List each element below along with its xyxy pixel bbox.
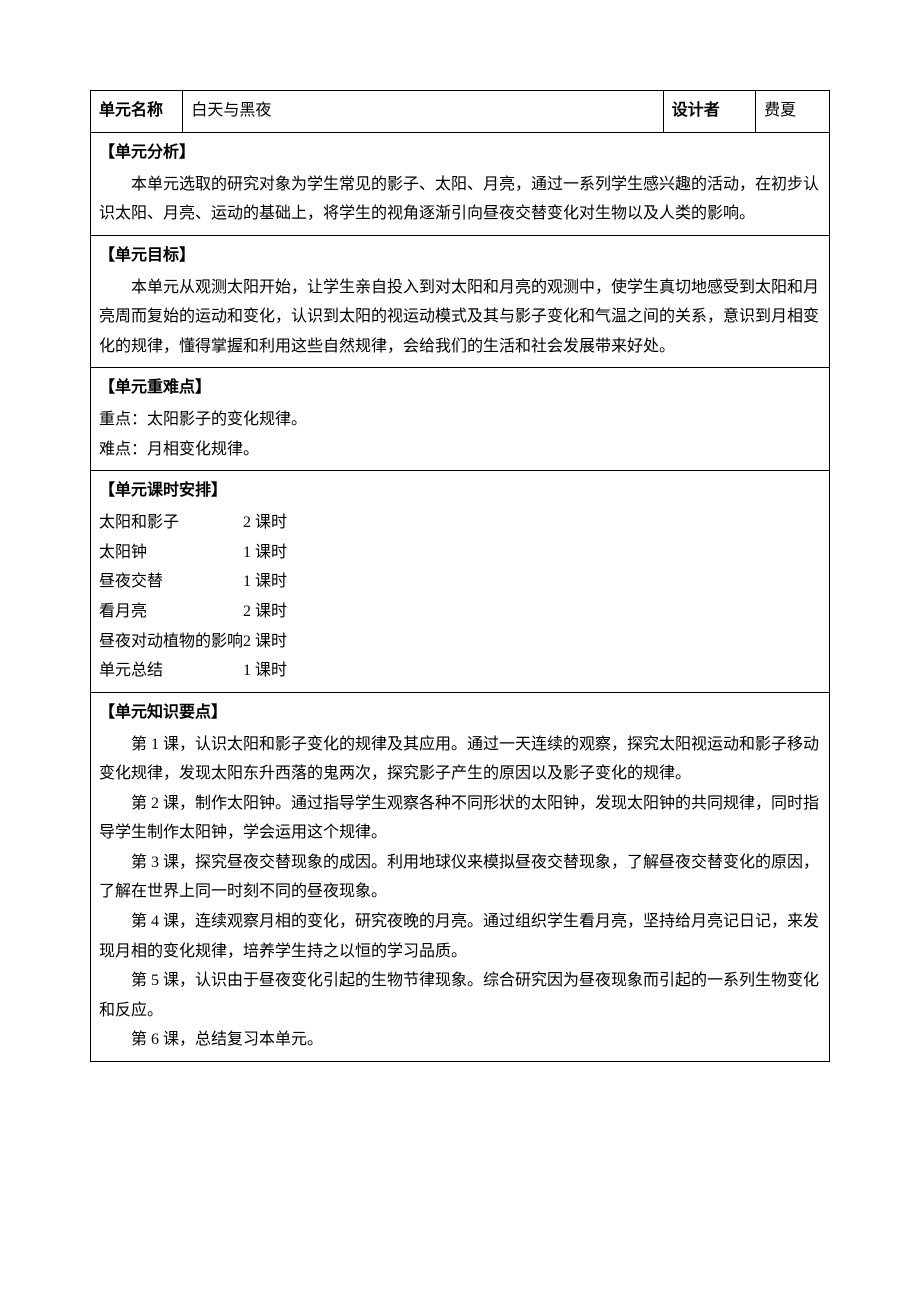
schedule-item: 看月亮 2 课时 [99, 597, 821, 627]
keypoints-p1: 第 1 课，认识太阳和影子变化的规律及其应用。通过一天连续的观察，探究太阳视运动… [99, 730, 821, 789]
schedule-item-name: 太阳和影子 [99, 508, 243, 538]
section-focus: 【单元重难点】 重点：太阳影子的变化规律。 难点：月相变化规律。 [91, 368, 830, 471]
schedule-item-hours: 2 课时 [243, 597, 287, 627]
document-page: 单元名称 白天与黑夜 设计者 费夏 【单元分析】 本单元选取的研究对象为学生常见… [0, 0, 920, 1062]
schedule-item-name: 昼夜对动植物的影响 [99, 627, 243, 657]
schedule-item-name: 太阳钟 [99, 538, 243, 568]
schedule-item-hours: 1 课时 [243, 538, 287, 568]
keypoints-p5: 第 5 课，认识由于昼夜变化引起的生物节律现象。综合研究因为昼夜现象而引起的一系… [99, 966, 821, 1025]
unit-name-label: 单元名称 [91, 91, 183, 133]
section-schedule: 【单元课时安排】 太阳和影子 2 课时 太阳钟 1 课时 昼夜交替 1 课时 看… [91, 471, 830, 692]
focus-line-nandian: 难点：月相变化规律。 [99, 435, 821, 465]
schedule-item: 昼夜对动植物的影响 2 课时 [99, 627, 821, 657]
section-analysis: 【单元分析】 本单元选取的研究对象为学生常见的影子、太阳、月亮，通过一系列学生感… [91, 132, 830, 235]
keypoints-p4: 第 4 课，连续观察月相的变化，研究夜晚的月亮。通过组织学生看月亮，坚持给月亮记… [99, 907, 821, 966]
keypoints-p2: 第 2 课，制作太阳钟。通过指导学生观察各种不同形状的太阳钟，发现太阳钟的共同规… [99, 789, 821, 848]
header-row: 单元名称 白天与黑夜 设计者 费夏 [91, 91, 830, 133]
unit-table: 单元名称 白天与黑夜 设计者 费夏 【单元分析】 本单元选取的研究对象为学生常见… [90, 90, 830, 1062]
schedule-heading: 【单元课时安排】 [99, 477, 821, 506]
schedule-item: 单元总结 1 课时 [99, 656, 821, 686]
schedule-item: 昼夜交替 1 课时 [99, 567, 821, 597]
focus-line-zhongdian: 重点：太阳影子的变化规律。 [99, 405, 821, 435]
schedule-item-hours: 2 课时 [243, 627, 287, 657]
schedule-item-hours: 1 课时 [243, 567, 287, 597]
designer-value: 费夏 [756, 91, 830, 133]
schedule-item-hours: 1 课时 [243, 656, 287, 686]
schedule-item: 太阳和影子 2 课时 [99, 508, 821, 538]
schedule-item-name: 单元总结 [99, 656, 243, 686]
designer-label: 设计者 [663, 91, 755, 133]
schedule-item: 太阳钟 1 课时 [99, 538, 821, 568]
schedule-item-hours: 2 课时 [243, 508, 287, 538]
goal-heading: 【单元目标】 [99, 242, 821, 271]
schedule-item-name: 看月亮 [99, 597, 243, 627]
keypoints-p6: 第 6 课，总结复习本单元。 [99, 1025, 821, 1055]
keypoints-heading: 【单元知识要点】 [99, 699, 821, 728]
analysis-paragraph: 本单元选取的研究对象为学生常见的影子、太阳、月亮，通过一系列学生感兴趣的活动，在… [99, 170, 821, 229]
schedule-item-name: 昼夜交替 [99, 567, 243, 597]
goal-paragraph: 本单元从观测太阳开始，让学生亲自投入到对太阳和月亮的观测中，使学生真切地感受到太… [99, 273, 821, 362]
focus-heading: 【单元重难点】 [99, 374, 821, 403]
keypoints-p3: 第 3 课，探究昼夜交替现象的成因。利用地球仪来模拟昼夜交替现象，了解昼夜交替变… [99, 848, 821, 907]
section-keypoints: 【单元知识要点】 第 1 课，认识太阳和影子变化的规律及其应用。通过一天连续的观… [91, 692, 830, 1061]
section-goal: 【单元目标】 本单元从观测太阳开始，让学生亲自投入到对太阳和月亮的观测中，使学生… [91, 235, 830, 368]
analysis-heading: 【单元分析】 [99, 139, 821, 168]
unit-name-value: 白天与黑夜 [183, 91, 663, 133]
